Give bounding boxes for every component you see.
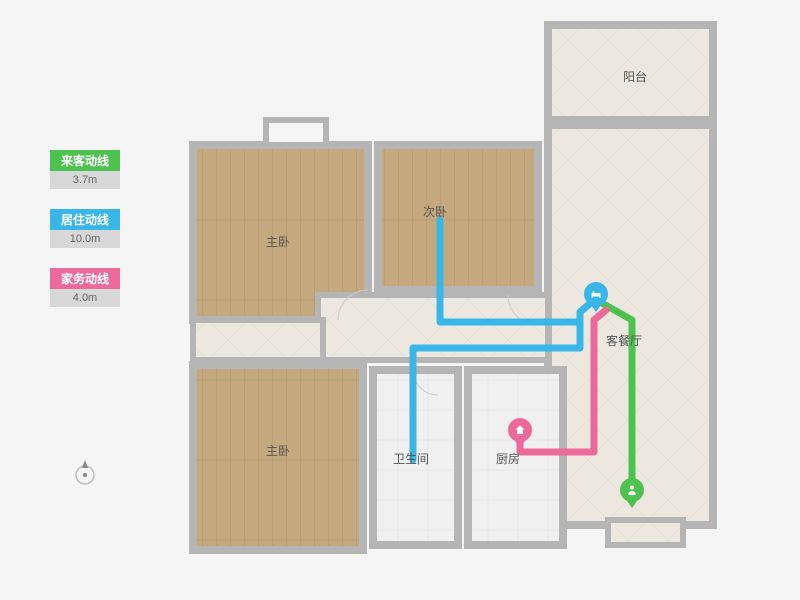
legend-label: 居住动线 <box>50 209 120 230</box>
label-master-1: 主卧 <box>266 233 290 250</box>
person-icon <box>620 478 644 502</box>
entry <box>608 520 683 545</box>
legend-value: 3.7m <box>50 171 120 189</box>
legend: 来客动线 3.7m 居住动线 10.0m 家务动线 4.0m <box>50 150 120 327</box>
legend-value: 4.0m <box>50 289 120 307</box>
window-bump <box>266 120 326 145</box>
label-master-2: 主卧 <box>266 442 290 459</box>
floorplan-svg <box>188 20 738 580</box>
floorplan: 主卧 主卧 次卧 客餐厅 卫生间 厨房 阳台 <box>188 20 738 580</box>
legend-item-guest: 来客动线 3.7m <box>50 150 120 189</box>
label-bathroom: 卫生间 <box>393 450 429 467</box>
room-second <box>378 145 538 290</box>
label-kitchen: 厨房 <box>496 450 520 467</box>
home-icon <box>508 418 532 442</box>
legend-item-living: 居住动线 10.0m <box>50 209 120 248</box>
label-balcony: 阳台 <box>623 68 647 85</box>
corridor-2 <box>193 320 323 360</box>
bed-icon <box>584 282 608 306</box>
compass-icon <box>72 460 98 486</box>
legend-value: 10.0m <box>50 230 120 248</box>
legend-label: 来客动线 <box>50 150 120 171</box>
label-living: 客餐厅 <box>606 332 642 349</box>
label-second: 次卧 <box>423 203 447 220</box>
legend-label: 家务动线 <box>50 268 120 289</box>
legend-item-house: 家务动线 4.0m <box>50 268 120 307</box>
